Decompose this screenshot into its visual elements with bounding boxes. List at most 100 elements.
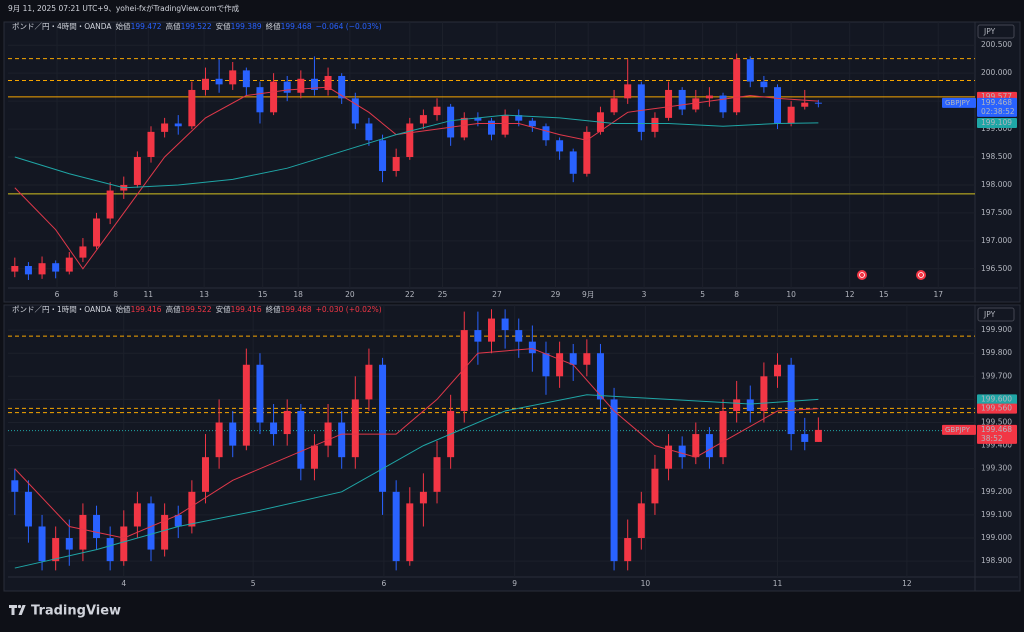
currency-box <box>977 24 1015 39</box>
candle-body <box>760 376 768 411</box>
candle-body <box>38 526 46 562</box>
candle-body <box>161 123 169 132</box>
candle-body <box>665 89 673 118</box>
legend-label: 終値 <box>266 21 281 31</box>
x-tick-label: 12 <box>902 579 912 588</box>
x-tick-label: 27 <box>492 290 502 299</box>
candle-body <box>515 330 523 342</box>
x-tick-label: 12 <box>845 290 855 299</box>
candle-body <box>324 422 332 446</box>
candle-body <box>733 59 741 113</box>
countdown: 02:38:52 <box>981 107 1015 116</box>
plot <box>8 309 975 571</box>
candle-body <box>678 445 686 458</box>
candle-body <box>365 123 373 141</box>
y-tick-label: 198.500 <box>981 152 1012 161</box>
candle-body <box>106 190 114 219</box>
x-tick-label: 9 <box>512 579 517 588</box>
price-label: 199.560 <box>981 404 1012 413</box>
candle-body <box>542 126 550 141</box>
candle-body <box>528 120 536 127</box>
candle-body <box>419 491 427 504</box>
event-icon <box>916 270 926 280</box>
candle-body <box>52 263 60 272</box>
x-tick-label: 8 <box>113 290 118 299</box>
candle-body <box>624 84 632 99</box>
legend-change: −0.064 (−0.03%) <box>316 22 382 31</box>
candle-body <box>774 87 782 124</box>
legend-value: 199.416 <box>131 305 162 314</box>
candle-body <box>460 330 468 411</box>
x-tick-label: 29 <box>551 290 561 299</box>
candle-body <box>297 410 305 469</box>
candle-body <box>474 330 482 342</box>
candle-body <box>242 364 250 446</box>
candle-body <box>65 538 73 550</box>
x-tick-label: 11 <box>144 290 154 299</box>
candle-body <box>188 89 196 127</box>
candle-body <box>488 318 495 342</box>
y-tick-label: 198.000 <box>981 180 1012 189</box>
candle-body <box>65 257 73 272</box>
y-tick-label: 197.000 <box>981 236 1012 245</box>
candle-body <box>215 422 223 458</box>
y-tick-label: 199.000 <box>981 124 1012 133</box>
candle-body <box>351 98 359 124</box>
candle-body <box>120 526 128 562</box>
currency: JPY <box>983 310 996 319</box>
candle-body <box>38 263 46 275</box>
candle-body <box>542 353 550 377</box>
candle-body <box>79 514 87 550</box>
x-tick-label: 10 <box>641 579 651 588</box>
y-tick-label: 199.500 <box>981 418 1012 427</box>
candle-body <box>297 78 305 93</box>
chart-header: ポンド／円・4時間・OANDA 始値199.472 高値199.522 安値199.3… <box>12 21 382 31</box>
symbol-box <box>942 424 976 435</box>
candle-body <box>433 106 441 116</box>
candle-body <box>392 157 400 171</box>
symbol: GBPJPY <box>945 99 971 107</box>
y-tick-label: 199.200 <box>981 487 1012 496</box>
moving-average <box>14 348 819 539</box>
candle-body <box>188 491 196 527</box>
y-tick-label: 199.100 <box>981 510 1012 519</box>
candle-body <box>201 78 209 90</box>
y-tick-label: 200.500 <box>981 40 1012 49</box>
y-tick-label: 199.000 <box>981 533 1012 542</box>
candle-body <box>583 131 591 174</box>
candle-body <box>201 457 209 492</box>
candle-body <box>719 95 727 113</box>
candle-body <box>556 353 564 377</box>
x-tick-label: 15 <box>879 290 889 299</box>
chart-header: ポンド／円・1時間・OANDA 始値199.416 高値199.522 安値199.4… <box>12 304 382 314</box>
candle-body <box>746 59 754 82</box>
currency-box <box>977 307 1015 322</box>
x-tick-label: 22 <box>405 290 415 299</box>
candle-body <box>501 318 509 331</box>
chart-title: ポンド／円・4時間・OANDA <box>12 22 112 31</box>
brand-logo <box>9 604 26 615</box>
candle-body <box>651 468 659 504</box>
candle-body <box>774 364 782 377</box>
candle-body <box>624 538 632 562</box>
moving-average <box>14 86 819 270</box>
countdown: 38:52 <box>981 434 1003 443</box>
legend-label: 終値 <box>266 304 281 314</box>
candle-body <box>433 457 441 492</box>
legend-change: +0.030 (+0.02%) <box>316 305 382 314</box>
candle-body <box>106 538 114 562</box>
event-icon-inner <box>918 272 924 278</box>
y-tick-label: 200.000 <box>981 68 1012 77</box>
candle-body <box>351 399 359 458</box>
candle-body <box>24 491 32 527</box>
candle-body <box>283 410 291 435</box>
candle-body <box>610 399 618 562</box>
candle-body <box>705 95 713 99</box>
price-label: 199.109 <box>981 118 1012 127</box>
candle-body <box>11 480 19 492</box>
y-tick-label: 198.900 <box>981 556 1012 565</box>
candle-body <box>174 514 182 527</box>
candle-body <box>392 491 400 562</box>
